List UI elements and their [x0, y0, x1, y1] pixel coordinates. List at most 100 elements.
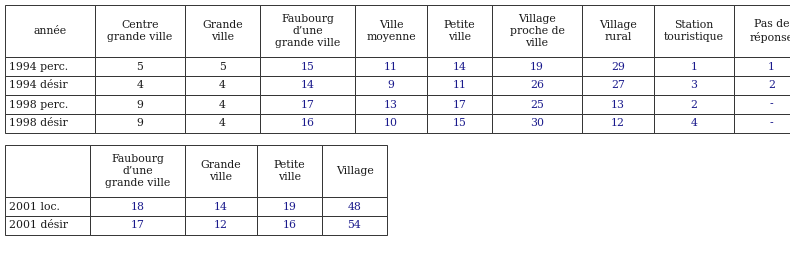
Bar: [257, 197, 322, 216]
Bar: [654, 114, 734, 133]
Bar: [734, 5, 790, 57]
Text: 27: 27: [611, 80, 625, 90]
Text: 1998 désir: 1998 désir: [9, 119, 68, 129]
Text: 4: 4: [219, 80, 226, 90]
Text: 19: 19: [283, 201, 296, 211]
Bar: [95, 114, 185, 133]
Text: 4: 4: [219, 119, 226, 129]
Bar: [5, 76, 95, 95]
Text: Faubourg
d’une
grande ville: Faubourg d’une grande ville: [275, 14, 340, 48]
Bar: [95, 5, 185, 57]
Bar: [185, 216, 257, 235]
Text: 11: 11: [384, 62, 398, 72]
Bar: [734, 114, 790, 133]
Text: année: année: [33, 26, 66, 36]
Text: 5: 5: [219, 62, 226, 72]
Text: Village
rural: Village rural: [599, 20, 637, 42]
Text: 15: 15: [453, 119, 466, 129]
Text: 2: 2: [768, 80, 775, 90]
Text: Ville
moyenne: Ville moyenne: [367, 20, 416, 42]
Text: 9: 9: [388, 80, 394, 90]
Bar: [185, 114, 260, 133]
Bar: [260, 95, 355, 114]
Text: 1994 désir: 1994 désir: [9, 80, 68, 90]
Bar: [355, 76, 427, 95]
Bar: [257, 145, 322, 197]
Text: 12: 12: [214, 221, 228, 231]
Text: 3: 3: [690, 80, 698, 90]
Bar: [492, 76, 582, 95]
Bar: [185, 95, 260, 114]
Bar: [582, 95, 654, 114]
Bar: [492, 95, 582, 114]
Bar: [260, 5, 355, 57]
Text: 9: 9: [137, 100, 144, 110]
Text: 18: 18: [130, 201, 145, 211]
Text: 29: 29: [611, 62, 625, 72]
Bar: [95, 76, 185, 95]
Bar: [95, 95, 185, 114]
Bar: [257, 216, 322, 235]
Bar: [90, 197, 185, 216]
Text: 14: 14: [300, 80, 314, 90]
Text: 48: 48: [348, 201, 362, 211]
Bar: [5, 197, 90, 216]
Text: Faubourg
d’une
grande ville: Faubourg d’une grande ville: [105, 154, 170, 188]
Text: -: -: [769, 100, 773, 110]
Text: Pas de
réponse: Pas de réponse: [750, 19, 790, 43]
Bar: [322, 216, 387, 235]
Text: 17: 17: [300, 100, 314, 110]
Text: 19: 19: [530, 62, 544, 72]
Bar: [492, 114, 582, 133]
Bar: [355, 57, 427, 76]
Bar: [260, 76, 355, 95]
Text: 11: 11: [453, 80, 467, 90]
Text: 26: 26: [530, 80, 544, 90]
Bar: [5, 57, 95, 76]
Text: 4: 4: [690, 119, 698, 129]
Bar: [734, 57, 790, 76]
Text: 1994 perc.: 1994 perc.: [9, 62, 68, 72]
Bar: [582, 114, 654, 133]
Bar: [492, 5, 582, 57]
Bar: [90, 216, 185, 235]
Bar: [427, 57, 492, 76]
Text: 13: 13: [611, 100, 625, 110]
Text: Grande
ville: Grande ville: [202, 20, 243, 42]
Text: Petite
ville: Petite ville: [444, 20, 476, 42]
Text: 1998 perc.: 1998 perc.: [9, 100, 68, 110]
Text: 30: 30: [530, 119, 544, 129]
Bar: [427, 114, 492, 133]
Text: 1: 1: [768, 62, 775, 72]
Text: -: -: [769, 119, 773, 129]
Bar: [582, 76, 654, 95]
Bar: [185, 5, 260, 57]
Bar: [185, 145, 257, 197]
Text: Village
proche de
ville: Village proche de ville: [510, 14, 564, 48]
Text: 14: 14: [453, 62, 466, 72]
Text: 5: 5: [137, 62, 144, 72]
Text: 2: 2: [690, 100, 698, 110]
Bar: [654, 5, 734, 57]
Bar: [322, 197, 387, 216]
Text: 10: 10: [384, 119, 398, 129]
Bar: [260, 57, 355, 76]
Bar: [582, 57, 654, 76]
Bar: [734, 95, 790, 114]
Text: Grande
ville: Grande ville: [201, 160, 241, 182]
Text: 17: 17: [453, 100, 466, 110]
Text: 15: 15: [300, 62, 314, 72]
Bar: [427, 76, 492, 95]
Bar: [734, 76, 790, 95]
Text: 16: 16: [300, 119, 314, 129]
Bar: [654, 57, 734, 76]
Text: 14: 14: [214, 201, 228, 211]
Bar: [260, 114, 355, 133]
Bar: [5, 5, 95, 57]
Bar: [5, 216, 90, 235]
Text: 13: 13: [384, 100, 398, 110]
Bar: [5, 145, 90, 197]
Bar: [355, 5, 427, 57]
Text: 54: 54: [348, 221, 361, 231]
Bar: [5, 114, 95, 133]
